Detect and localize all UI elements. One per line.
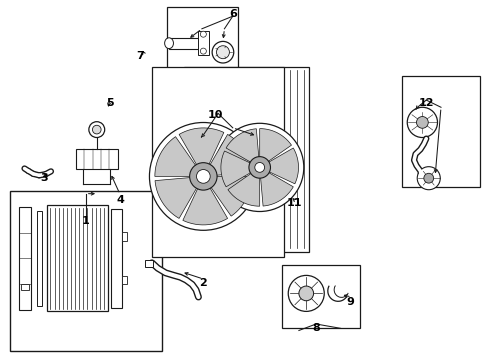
Bar <box>167 7 238 79</box>
Polygon shape <box>268 148 298 184</box>
Polygon shape <box>183 187 227 225</box>
Circle shape <box>288 275 324 311</box>
Bar <box>122 232 127 241</box>
Circle shape <box>89 122 105 138</box>
Bar <box>184 67 309 252</box>
Text: 11: 11 <box>286 198 302 208</box>
Ellipse shape <box>165 38 173 49</box>
Bar <box>37 211 42 306</box>
Polygon shape <box>155 137 196 176</box>
Circle shape <box>249 157 270 178</box>
Text: 6: 6 <box>229 9 237 19</box>
Polygon shape <box>210 176 252 216</box>
Bar <box>21 284 28 291</box>
Bar <box>169 38 201 49</box>
Circle shape <box>255 162 265 172</box>
Bar <box>47 205 108 311</box>
Circle shape <box>407 107 438 138</box>
Bar <box>10 191 162 351</box>
Bar <box>402 76 480 187</box>
Polygon shape <box>261 172 294 206</box>
Circle shape <box>212 41 234 63</box>
Polygon shape <box>210 134 252 175</box>
Circle shape <box>200 48 206 54</box>
Text: 5: 5 <box>106 98 114 108</box>
Bar <box>111 209 122 308</box>
Text: 2: 2 <box>199 278 207 288</box>
Text: 10: 10 <box>208 110 223 120</box>
Bar <box>76 149 118 169</box>
Circle shape <box>216 123 304 211</box>
Bar <box>152 67 284 257</box>
Circle shape <box>93 125 101 134</box>
Text: 3: 3 <box>40 173 48 183</box>
Circle shape <box>424 173 434 183</box>
Text: 9: 9 <box>346 297 354 307</box>
Polygon shape <box>260 129 292 162</box>
Circle shape <box>149 122 257 230</box>
Circle shape <box>299 286 314 301</box>
Polygon shape <box>228 173 260 206</box>
Circle shape <box>217 46 229 59</box>
Polygon shape <box>221 151 251 187</box>
Polygon shape <box>226 129 259 162</box>
Text: 12: 12 <box>418 98 434 108</box>
Polygon shape <box>155 177 197 219</box>
Text: 1: 1 <box>82 216 90 226</box>
Circle shape <box>200 31 206 37</box>
Bar <box>19 207 31 310</box>
Bar <box>122 276 127 284</box>
Bar <box>145 260 153 267</box>
Text: 4: 4 <box>116 195 124 205</box>
Polygon shape <box>179 128 224 166</box>
Text: 7: 7 <box>136 51 144 61</box>
Bar <box>198 31 209 55</box>
Text: 8: 8 <box>312 323 320 333</box>
Circle shape <box>417 167 441 190</box>
Circle shape <box>196 170 210 183</box>
Circle shape <box>416 117 428 128</box>
Bar <box>282 265 360 328</box>
Circle shape <box>190 163 217 190</box>
